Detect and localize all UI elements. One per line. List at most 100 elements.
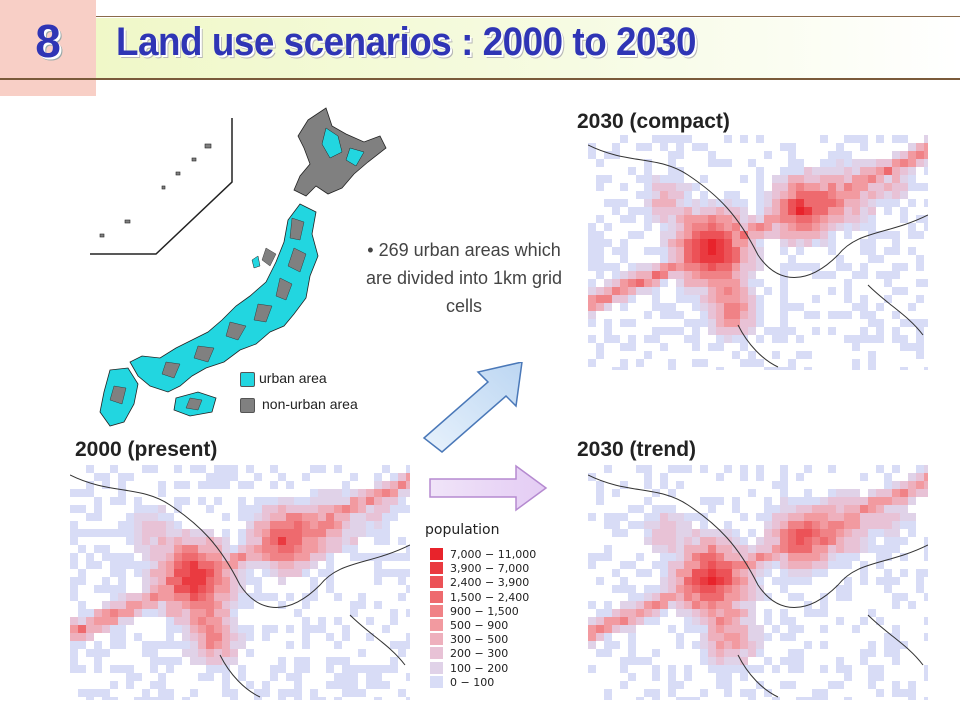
grid-cell — [836, 657, 844, 665]
grid-cell — [588, 641, 596, 649]
coastline — [70, 474, 410, 698]
grid-cell — [644, 465, 652, 473]
grid-cell — [844, 545, 852, 553]
grid-cell — [94, 649, 102, 657]
grid-cell — [684, 215, 692, 223]
grid-cell — [652, 327, 660, 335]
grid-cell — [820, 665, 828, 673]
coastline — [588, 144, 928, 368]
grid-cell — [836, 175, 844, 183]
grid-cell — [732, 577, 740, 585]
grid-cell — [692, 199, 700, 207]
grid-cell — [780, 505, 788, 513]
grid-cell — [182, 649, 190, 657]
grid-cell — [294, 561, 302, 569]
grid-cell — [788, 529, 796, 537]
grid-cell — [358, 553, 366, 561]
grid-cell — [222, 529, 230, 537]
grid-cell — [796, 239, 804, 247]
grid-cell — [708, 223, 716, 231]
grid-cell — [708, 279, 716, 287]
grid-cell — [692, 223, 700, 231]
grid-cell — [652, 521, 660, 529]
grid-cell — [748, 295, 756, 303]
grid-cell — [294, 505, 302, 513]
grid-cell — [246, 481, 254, 489]
grid-cell — [198, 641, 206, 649]
grid-cell — [70, 641, 78, 649]
grid-cell — [142, 513, 150, 521]
grid-cell — [708, 247, 716, 255]
population-legend-swatch — [430, 619, 443, 631]
grid-cell — [764, 497, 772, 505]
grid-cell — [660, 327, 668, 335]
grid-cell — [588, 553, 596, 561]
grid-cell — [820, 641, 828, 649]
grid-cell — [350, 601, 358, 609]
grid-cell — [812, 263, 820, 271]
grid-cell — [812, 167, 820, 175]
grid-cell — [334, 521, 342, 529]
grid-cell — [358, 513, 366, 521]
grid-cell — [876, 489, 884, 497]
grid-cell — [748, 593, 756, 601]
grid-cell — [222, 465, 230, 473]
grid-cell — [206, 473, 214, 481]
grid-cell — [222, 513, 230, 521]
grid-cell — [668, 537, 676, 545]
grid-cell — [230, 585, 238, 593]
grid-cell — [366, 617, 374, 625]
grid-cell — [78, 641, 86, 649]
grid-cell — [876, 577, 884, 585]
grid-cell — [166, 553, 174, 561]
grid-cell — [724, 239, 732, 247]
grid-cell — [740, 295, 748, 303]
grid-cell — [788, 175, 796, 183]
grid-cell — [732, 303, 740, 311]
grid-cell — [254, 545, 262, 553]
grid-cell — [756, 207, 764, 215]
grid-cell — [126, 593, 134, 601]
grid-cell — [588, 231, 596, 239]
grid-cell — [740, 231, 748, 239]
grid-cell — [788, 207, 796, 215]
grid-cell — [660, 239, 668, 247]
grid-cell — [70, 665, 78, 673]
grid-cell — [740, 689, 748, 697]
grid-cell — [708, 585, 716, 593]
grid-cell — [604, 649, 612, 657]
grid-cell — [708, 327, 716, 335]
grid-cell — [142, 593, 150, 601]
grid-cell — [102, 625, 110, 633]
grid-cell — [812, 689, 820, 697]
grid-cell — [660, 481, 668, 489]
grid-cell — [588, 601, 596, 609]
grid-cell — [174, 641, 182, 649]
grid-cell — [820, 199, 828, 207]
grid-cell — [596, 481, 604, 489]
grid-cell — [342, 489, 350, 497]
grid-cell — [788, 255, 796, 263]
grid-cell — [740, 175, 748, 183]
grid-cell — [214, 561, 222, 569]
grid-cell — [748, 271, 756, 279]
grid-cell — [158, 641, 166, 649]
grid-cell — [652, 247, 660, 255]
grid-cell — [908, 601, 916, 609]
grid-cell — [868, 159, 876, 167]
grid-cell — [732, 263, 740, 271]
grid-cell — [764, 223, 772, 231]
grid-cell — [692, 335, 700, 343]
grid-cell — [764, 215, 772, 223]
grid-cell — [804, 311, 812, 319]
grid-cell — [828, 199, 836, 207]
grid-cell — [692, 553, 700, 561]
grid-cell — [190, 553, 198, 561]
grid-cell — [804, 207, 812, 215]
grid-cell — [828, 175, 836, 183]
grid-cell — [812, 191, 820, 199]
grid-cell — [724, 521, 732, 529]
grid-cell — [190, 609, 198, 617]
grid-cell — [820, 513, 828, 521]
grid-cell — [86, 529, 94, 537]
